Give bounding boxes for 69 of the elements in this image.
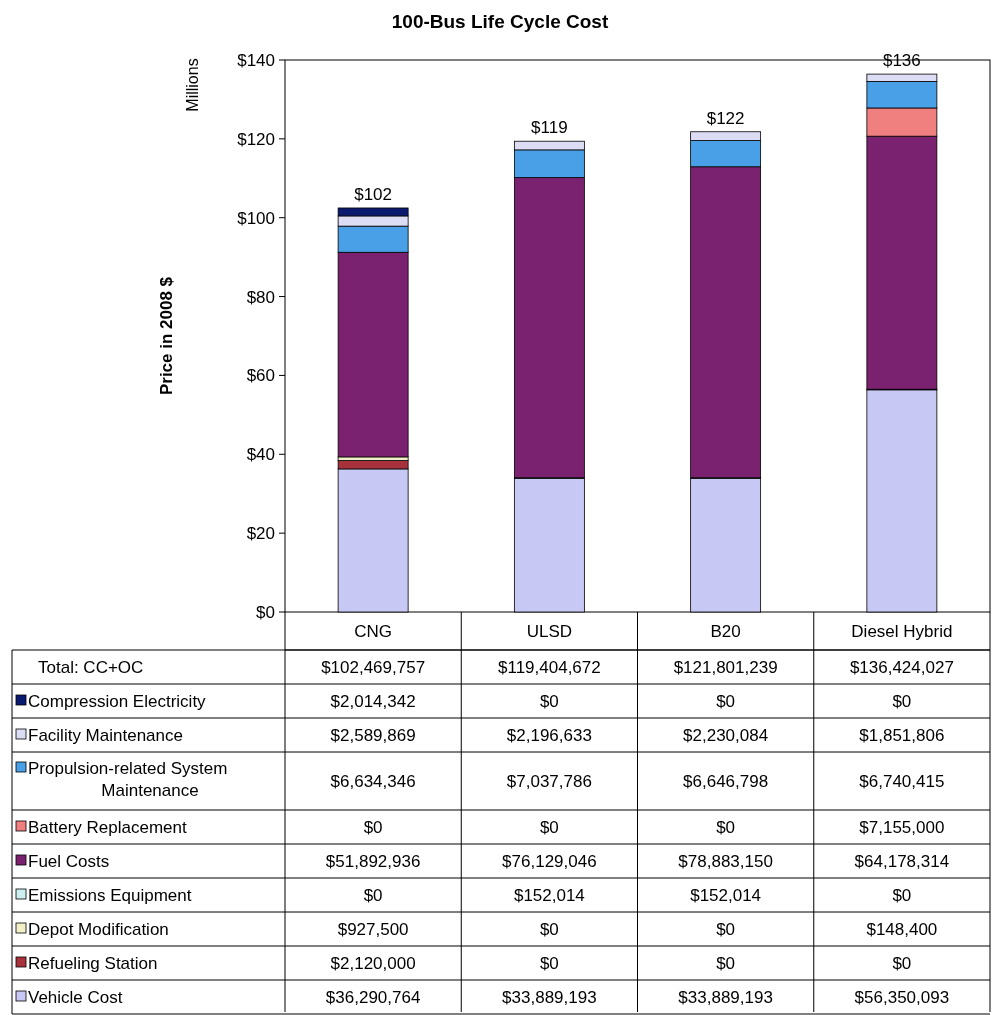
text: $6,740,415 [859, 772, 945, 791]
text: $2,196,633 [506, 726, 592, 745]
text: $0 [539, 920, 559, 939]
text: $0 [892, 692, 912, 711]
text: $0 [716, 692, 736, 711]
legend-label: Facility Maintenance [28, 726, 183, 745]
y-axis-title: Price in 2008 $ [157, 276, 176, 396]
text: $0 [539, 692, 559, 711]
text: $6,634,346 [330, 772, 416, 791]
text: $0 [539, 818, 559, 837]
text: $152,014 [690, 886, 762, 905]
text: $6,646,798 [683, 772, 769, 791]
text: $0 [539, 954, 559, 973]
text: Millions [184, 58, 201, 112]
legend-label: Propulsion-related System Maintenance [28, 759, 228, 800]
legend-label: Vehicle Cost [28, 988, 123, 1007]
text: $2,014,342 [330, 692, 416, 711]
text: $0 [892, 954, 912, 973]
text: $0 [716, 818, 736, 837]
legend-label: Fuel Costs [28, 852, 110, 871]
total-label: $136 [882, 51, 921, 71]
legend-label: Battery Replacement [28, 818, 188, 837]
legend-label: Refueling Station [28, 954, 158, 973]
text: $7,155,000 [859, 818, 945, 837]
y-tick-label: $40 [246, 445, 275, 465]
text: Total: CC+OC [38, 658, 144, 677]
text: $1,851,806 [859, 726, 945, 745]
chart-title: 100-Bus Life Cycle Cost [391, 11, 609, 32]
total-label: $119 [531, 118, 568, 138]
total-label: $102 [354, 184, 393, 204]
text: $76,129,046 [502, 852, 597, 871]
y-tick-label: $120 [237, 129, 275, 149]
text: $102,469,757 [321, 658, 426, 677]
total-label: $122 [706, 108, 745, 128]
x-tick-label: ULSD [526, 622, 573, 641]
text: $56,350,093 [854, 988, 950, 1007]
text: $2,230,084 [683, 726, 769, 745]
x-tick-label: Diesel Hybrid [851, 622, 953, 641]
legend-label: Depot Modification [28, 920, 169, 939]
text: $0 [716, 920, 736, 939]
text: $2,589,869 [330, 726, 416, 745]
x-tick-label: CNG [354, 622, 393, 641]
legend-label: Emissions Equipment [28, 886, 192, 905]
text: $36,290,764 [325, 988, 421, 1007]
text: $78,883,150 [678, 852, 773, 871]
text: $0 [363, 886, 383, 905]
text: $0 [892, 886, 912, 905]
text: $119,404,672 [498, 658, 601, 677]
text: $152,014 [513, 886, 585, 905]
text: $0 [363, 818, 383, 837]
text: $33,889,193 [502, 988, 597, 1007]
y-tick-label: $100 [237, 208, 275, 228]
text: $0 [716, 954, 736, 973]
y-tick-label: $60 [246, 366, 275, 386]
text: $2,120,000 [330, 954, 416, 973]
y-tick-label: $80 [246, 287, 275, 307]
y-tick-label: $0 [256, 603, 275, 622]
text: $7,037,786 [506, 772, 592, 791]
text: $136,424,027 [849, 658, 954, 677]
y-tick-label: $140 [237, 51, 275, 70]
text: $64,178,314 [854, 852, 950, 871]
y-tick-label: $20 [246, 524, 275, 544]
text: $33,889,193 [678, 988, 773, 1007]
text: $121,801,239 [673, 658, 778, 677]
text: $148,400 [866, 920, 938, 939]
text: $927,500 [337, 920, 409, 939]
text: $51,892,936 [325, 852, 421, 871]
x-tick-label: B20 [710, 622, 741, 641]
legend-label: Compression Electricity [28, 692, 207, 711]
